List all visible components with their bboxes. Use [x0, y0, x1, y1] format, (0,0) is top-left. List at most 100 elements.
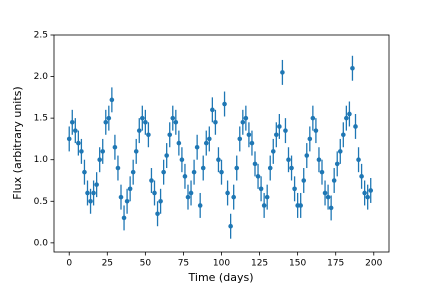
data-point [127, 186, 133, 192]
data-point [213, 119, 218, 125]
data-point [85, 190, 90, 196]
y-tick-label: 0.0 [34, 238, 49, 248]
data-point [362, 190, 367, 196]
data-point [325, 194, 331, 200]
data-point [173, 119, 179, 125]
data-point [121, 215, 127, 221]
data-point [252, 161, 258, 167]
data-point [94, 182, 99, 187]
data-point [319, 169, 325, 175]
data-point [350, 65, 355, 71]
data-point [286, 157, 291, 163]
data-point [264, 194, 270, 200]
data-point [152, 190, 157, 196]
data-point [334, 161, 340, 167]
data-point [207, 136, 212, 142]
data-point [210, 107, 215, 113]
data-point [182, 174, 188, 179]
data-point [225, 190, 230, 196]
data-point [274, 132, 279, 138]
data-point [231, 194, 236, 200]
x-tick-label: 0 [66, 259, 72, 269]
data-point [243, 115, 249, 121]
data-point [316, 157, 322, 163]
data-point [79, 149, 84, 154]
x-tick-label: 25 [102, 259, 113, 269]
data-point [292, 186, 297, 192]
data-point [106, 115, 112, 121]
y-tick-label: 2.5 [34, 31, 48, 41]
data-point [155, 211, 160, 217]
data-point [136, 128, 142, 133]
x-tick-label: 200 [365, 259, 382, 269]
data-point [203, 140, 209, 146]
data-point [216, 157, 221, 163]
data-point [112, 144, 118, 150]
data-point [161, 169, 166, 175]
data-point [73, 128, 78, 133]
data-point [353, 124, 358, 129]
y-axis-label: Flux (arbitrary units) [11, 86, 24, 199]
data-point [188, 190, 194, 196]
data-point [359, 174, 364, 179]
data-point [283, 128, 288, 133]
data-point [304, 153, 310, 158]
data-point [97, 157, 102, 163]
data-point [149, 178, 154, 183]
data-point [124, 198, 130, 204]
x-tick-label: 100 [213, 259, 230, 269]
data-point [76, 140, 81, 146]
data-point [130, 169, 136, 175]
data-point [179, 157, 185, 163]
data-point [368, 188, 374, 193]
data-point [91, 190, 96, 196]
x-tick-label: 75 [178, 259, 189, 269]
data-point [365, 194, 370, 200]
x-tick-label: 50 [140, 259, 152, 269]
data-point [176, 140, 182, 146]
data-point [133, 149, 139, 154]
data-point [82, 169, 87, 175]
data-point [277, 124, 282, 129]
data-point [249, 140, 255, 146]
data-point [140, 115, 145, 121]
data-point [146, 132, 151, 138]
data-point [170, 115, 176, 121]
data-point [194, 144, 200, 150]
data-point [200, 165, 206, 171]
y-tick-label: 2.0 [34, 72, 49, 82]
data-point [337, 149, 343, 154]
y-tick-label: 1.5 [34, 114, 48, 124]
data-point [197, 203, 203, 208]
data-point [100, 149, 106, 154]
data-point [143, 119, 148, 125]
data-point [298, 203, 303, 208]
data-point [109, 97, 115, 103]
data-point [270, 149, 276, 154]
data-point [118, 194, 124, 200]
y-tick-label: 1.0 [34, 155, 49, 165]
data-point [103, 119, 109, 125]
data-point [228, 223, 233, 229]
x-tick-label: 175 [327, 259, 344, 269]
plot-frame [53, 34, 390, 253]
data-point [222, 101, 227, 107]
data-point [310, 115, 316, 121]
data-point [185, 194, 191, 200]
data-point [356, 157, 361, 163]
data-point [331, 178, 337, 183]
data-point [158, 198, 163, 204]
data-point [289, 165, 294, 171]
x-tick-label: 125 [251, 259, 268, 269]
data-point [267, 165, 273, 171]
x-tick-label: 150 [289, 259, 306, 269]
data-point [307, 136, 313, 142]
data-point [237, 136, 243, 142]
data-point [219, 169, 224, 175]
data-point [344, 115, 349, 121]
data-point [255, 174, 261, 179]
data-point [313, 128, 319, 133]
data-point [341, 132, 346, 138]
data-point [191, 169, 197, 175]
